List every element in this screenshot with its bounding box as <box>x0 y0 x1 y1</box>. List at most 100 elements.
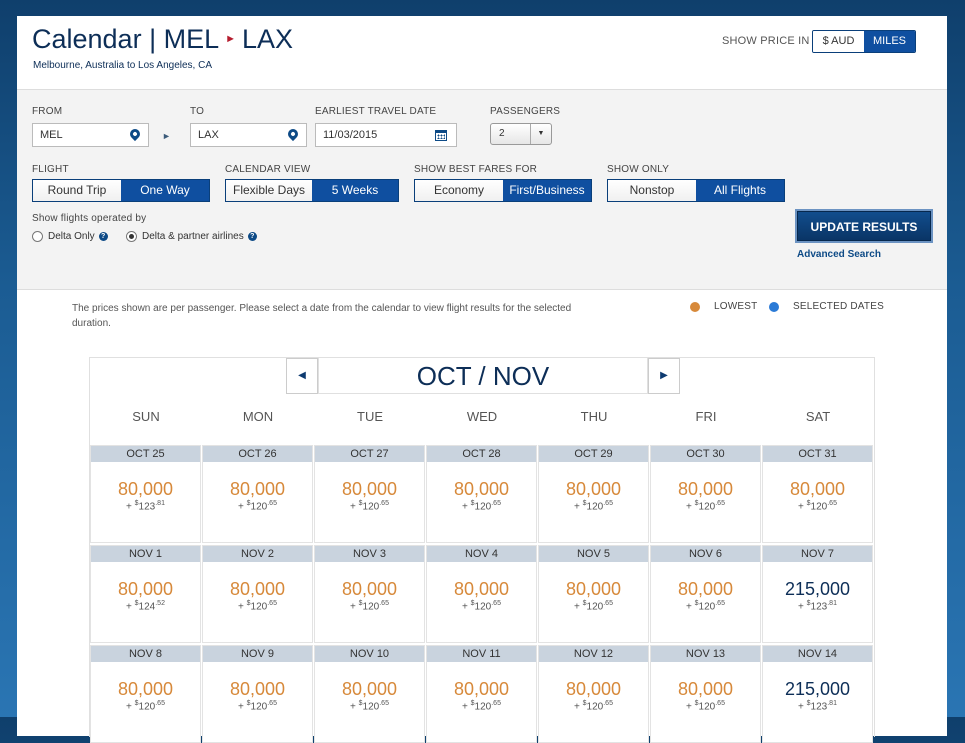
flight-option-round-trip[interactable]: Round Trip <box>33 180 121 201</box>
help-icon[interactable]: ? <box>247 232 257 241</box>
cell-miles: 80,000 <box>229 479 286 499</box>
calendar-day-cell[interactable]: NOV 6 80,000 + $120.65 <box>650 545 761 643</box>
cell-date: NOV 11 <box>427 646 536 662</box>
calendar-day-cell[interactable]: OCT 26 80,000 + $120.65 <box>202 445 313 543</box>
cell-date: NOV 8 <box>91 646 200 662</box>
calendar-day-cell[interactable]: NOV 7 215,000 + $123.81 <box>762 545 873 643</box>
cell-date: NOV 12 <box>539 646 648 662</box>
to-label: TO <box>190 106 205 117</box>
calendar-day-cell[interactable]: NOV 8 80,000 + $120.65 <box>90 645 201 743</box>
cell-miles: 80,000 <box>789 479 846 499</box>
calendar-view-toggle: Flexible Days 5 Weeks <box>225 179 399 202</box>
cell-miles: 215,000 <box>784 579 851 599</box>
from-input[interactable]: MEL <box>32 123 149 147</box>
cell-tax-amount: 120 <box>250 501 268 513</box>
cell-tax: + $123.81 <box>798 600 837 613</box>
day-of-week-header: THU <box>580 409 608 424</box>
calendar-day-cell[interactable]: NOV 10 80,000 + $120.65 <box>314 645 425 743</box>
calendar-day-cell[interactable]: NOV 9 80,000 + $120.65 <box>202 645 313 743</box>
advanced-search-link[interactable]: Advanced Search <box>797 249 881 260</box>
show-option-nonstop[interactable]: Nonstop <box>608 180 696 201</box>
calendar-day-cell[interactable]: OCT 29 80,000 + $120.65 <box>538 445 649 543</box>
cell-tax: + $120.65 <box>574 700 613 713</box>
passengers-select[interactable]: 2 ▼ <box>490 123 552 145</box>
legend-lowest-label: LOWEST <box>714 301 758 312</box>
calendar-day-cell[interactable]: NOV 4 80,000 + $120.65 <box>426 545 537 643</box>
view-option-flexible-days[interactable]: Flexible Days <box>226 180 312 201</box>
cell-miles: 80,000 <box>117 679 174 699</box>
show-option-all-flights[interactable]: All Flights <box>696 180 784 201</box>
calendar-day-cell[interactable]: OCT 28 80,000 + $120.65 <box>426 445 537 543</box>
calendar-day-cell[interactable]: NOV 11 80,000 + $120.65 <box>426 645 537 743</box>
calendar-day-cell[interactable]: OCT 27 80,000 + $120.65 <box>314 445 425 543</box>
price-option-aud[interactable]: $ AUD <box>813 31 864 52</box>
calendar-day-cell[interactable]: NOV 13 80,000 + $120.65 <box>650 645 761 743</box>
calendar-day-cell[interactable]: NOV 12 80,000 + $120.65 <box>538 645 649 743</box>
radio-delta-only[interactable]: Delta Only? <box>32 231 108 242</box>
date-input[interactable]: 11/03/2015 <box>315 123 457 147</box>
update-results-button[interactable]: UPDATE RESULTS <box>797 211 931 241</box>
cell-date: OCT 27 <box>315 446 424 462</box>
day-of-week-header: MON <box>242 409 274 424</box>
chevron-left-icon: ◀ <box>298 370 306 381</box>
cell-tax-cents: .65 <box>155 700 165 707</box>
cell-tax-amount: 123 <box>138 501 156 513</box>
calendar-day-cell[interactable]: OCT 31 80,000 + $120.65 <box>762 445 873 543</box>
cell-tax-amount: 123 <box>810 601 828 613</box>
cell-date: NOV 5 <box>539 546 648 562</box>
calendar-day-cell[interactable]: NOV 2 80,000 + $120.65 <box>202 545 313 643</box>
cell-tax-cents: .65 <box>491 500 501 507</box>
location-pin-icon[interactable] <box>285 126 301 142</box>
cell-miles: 80,000 <box>565 679 622 699</box>
flight-option-one-way[interactable]: One Way <box>121 180 209 201</box>
chevron-right-icon: ▶ <box>660 370 668 381</box>
passengers-label: PASSENGERS <box>490 106 561 117</box>
cell-date: NOV 3 <box>315 546 424 562</box>
cell-date: OCT 25 <box>91 446 200 462</box>
radio-circle[interactable] <box>32 231 43 242</box>
fare-option-economy[interactable]: Economy <box>415 180 503 201</box>
cell-tax: + $120.65 <box>574 600 613 613</box>
day-of-week-header: WED <box>466 409 498 424</box>
calendar-day-cell[interactable]: NOV 5 80,000 + $120.65 <box>538 545 649 643</box>
cell-tax-amount: 120 <box>698 601 716 613</box>
cell-miles: 80,000 <box>341 479 398 499</box>
price-option-miles[interactable]: MILES <box>864 31 915 52</box>
cell-tax-amount: 120 <box>698 501 716 513</box>
cell-tax-amount: 120 <box>474 701 492 713</box>
cell-tax-cents: .65 <box>267 700 277 707</box>
cell-tax: + $123.81 <box>798 700 837 713</box>
cell-date: NOV 6 <box>651 546 760 562</box>
calendar-day-cell[interactable]: NOV 14 215,000 + $123.81 <box>762 645 873 743</box>
prev-month-button[interactable]: ◀ <box>286 358 318 394</box>
calendar-day-cell[interactable]: NOV 1 80,000 + $124.52 <box>90 545 201 643</box>
help-icon[interactable]: ? <box>98 232 108 241</box>
calendar-day-cell[interactable]: OCT 25 80,000 + $123.81 <box>90 445 201 543</box>
cell-miles: 80,000 <box>229 679 286 699</box>
radio-delta-partners[interactable]: Delta & partner airlines? <box>126 231 257 242</box>
location-pin-icon[interactable] <box>127 126 143 142</box>
next-month-button[interactable]: ▶ <box>648 358 680 394</box>
to-input[interactable]: LAX <box>190 123 307 147</box>
fare-option-first-business[interactable]: First/Business <box>503 180 591 201</box>
date-label: EARLIEST TRAVEL DATE <box>315 106 437 117</box>
radio-circle-selected[interactable] <box>126 231 137 242</box>
cell-tax: + $120.65 <box>238 600 277 613</box>
calendar-icon[interactable] <box>435 130 447 141</box>
calendar-day-cell[interactable]: NOV 3 80,000 + $120.65 <box>314 545 425 643</box>
cell-tax-cents: .65 <box>379 500 389 507</box>
cell-tax: + $120.65 <box>350 500 389 513</box>
view-option-5-weeks[interactable]: 5 Weeks <box>312 180 398 201</box>
cell-tax-cents: .81 <box>827 700 837 707</box>
route-arrow-icon: ► <box>162 131 171 141</box>
cell-date: OCT 31 <box>763 446 872 462</box>
route-subtitle: Melbourne, Australia to Los Angeles, CA <box>33 60 212 71</box>
best-fares-label: SHOW BEST FARES FOR <box>414 164 538 175</box>
best-fares-toggle: Economy First/Business <box>414 179 592 202</box>
calendar-day-cell[interactable]: OCT 30 80,000 + $120.65 <box>650 445 761 543</box>
cell-tax: + $120.65 <box>238 700 277 713</box>
cell-tax-cents: .65 <box>603 500 613 507</box>
cell-tax: + $120.65 <box>686 500 725 513</box>
day-of-week-header: SAT <box>805 409 831 424</box>
cell-tax: + $120.65 <box>350 600 389 613</box>
